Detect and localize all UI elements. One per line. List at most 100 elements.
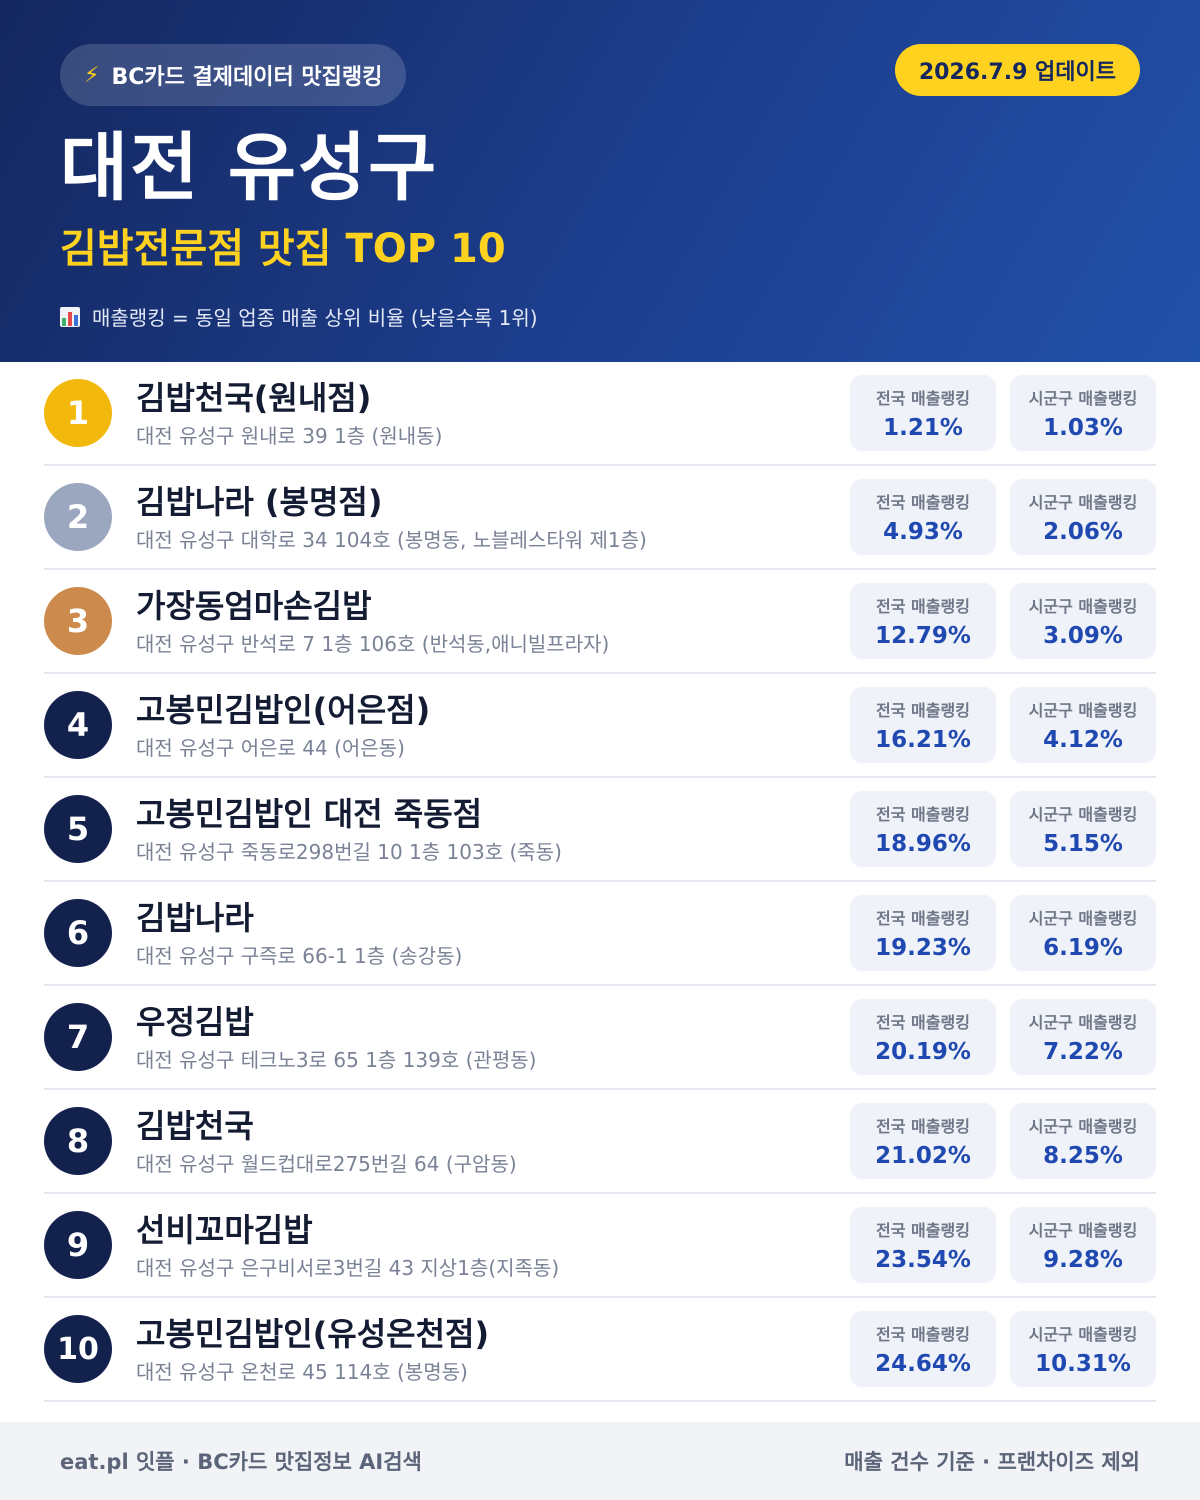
restaurant-name[interactable]: 김밥천국 bbox=[136, 1107, 254, 1145]
restaurant-row[interactable]: 5 고봉민김밥인 대전 죽동점 대전 유성구 죽동로298번길 10 1층 103호… bbox=[44, 778, 1156, 882]
district-ranking-value: 5.15% bbox=[1043, 831, 1123, 857]
district-ranking-label: 시군구 매출랭킹 bbox=[1028, 909, 1138, 928]
restaurant-row[interactable]: 2 김밥나라 (봉명점) 대전 유성구 대학로 34 104호 (봉명동, 노블레스… bbox=[44, 466, 1156, 570]
national-ranking-label: 전국 매출랭킹 bbox=[876, 701, 970, 720]
lightning-icon: ⚡ bbox=[84, 62, 100, 88]
restaurant-row[interactable]: 6 김밥나라 대전 유성구 구즉로 66-1 1층 (송강동) 전국 매출랭킹 19.2… bbox=[44, 882, 1156, 986]
restaurant-row[interactable]: 9 선비꼬마김밥 대전 유성구 은구비서로3번길 43 지상1층(지족동) 전국 매출… bbox=[44, 1194, 1156, 1298]
district-ranking-label: 시군구 매출랭킹 bbox=[1028, 1221, 1138, 1240]
restaurant-row[interactable]: 10 고봉민김밥인(유성온천점) 대전 유성구 온천로 45 114호 (봉명동) 전… bbox=[44, 1298, 1156, 1402]
district-ranking-label: 시군구 매출랭킹 bbox=[1028, 1013, 1138, 1032]
rank-badge: 8 bbox=[44, 1107, 112, 1175]
national-ranking-box: 전국 매출랭킹 19.23% bbox=[850, 895, 996, 971]
restaurant-row[interactable]: 7 우정김밥 대전 유성구 테크노3로 65 1층 139호 (관평동) 전국 매출랭… bbox=[44, 986, 1156, 1090]
district-ranking-box: 시군구 매출랭킹 9.28% bbox=[1010, 1207, 1156, 1283]
national-ranking-box: 전국 매출랭킹 20.19% bbox=[850, 999, 996, 1075]
national-ranking-value: 18.96% bbox=[875, 831, 971, 857]
restaurant-info: 고봉민김밥인(유성온천점) 대전 유성구 온천로 45 114호 (봉명동) bbox=[136, 1313, 836, 1385]
restaurant-name[interactable]: 김밥나라 (봉명점) bbox=[136, 483, 383, 521]
district-ranking-box: 시군구 매출랭킹 1.03% bbox=[1010, 375, 1156, 451]
restaurant-row[interactable]: 1 김밥천국(원내점) 대전 유성구 원내로 39 1층 (원내동) 전국 매출랭킹 1… bbox=[44, 362, 1156, 466]
restaurant-info: 고봉민김밥인(어은점) 대전 유성구 어은로 44 (어은동) bbox=[136, 689, 836, 761]
district-ranking-box: 시군구 매출랭킹 10.31% bbox=[1010, 1311, 1156, 1387]
restaurant-address: 대전 유성구 구즉로 66-1 1층 (송강동) bbox=[136, 944, 463, 968]
district-ranking-box: 시군구 매출랭킹 6.19% bbox=[1010, 895, 1156, 971]
national-ranking-value: 19.23% bbox=[875, 935, 971, 961]
restaurant-row[interactable]: 4 고봉민김밥인(어은점) 대전 유성구 어은로 44 (어은동) 전국 매출랭킹 16… bbox=[44, 674, 1156, 778]
district-ranking-box: 시군구 매출랭킹 4.12% bbox=[1010, 687, 1156, 763]
restaurant-info: 김밥나라 (봉명점) 대전 유성구 대학로 34 104호 (봉명동, 노블레스타… bbox=[136, 481, 836, 553]
footer-criteria: 매출 건수 기준 · 프랜차이즈 제외 bbox=[844, 1450, 1140, 1474]
district-ranking-box: 시군구 매출랭킹 7.22% bbox=[1010, 999, 1156, 1075]
district-ranking-box: 시군구 매출랭킹 3.09% bbox=[1010, 583, 1156, 659]
national-ranking-value: 1.21% bbox=[883, 415, 963, 441]
footer: eat.pl 잇플 · BC카드 맛집정보 AI검색 매출 건수 기준 · 프랜… bbox=[0, 1422, 1200, 1500]
district-ranking-value: 8.25% bbox=[1043, 1143, 1123, 1169]
restaurant-name[interactable]: 김밥천국(원내점) bbox=[136, 379, 372, 417]
restaurant-address: 대전 유성구 어은로 44 (어은동) bbox=[136, 736, 405, 760]
district-ranking-value: 7.22% bbox=[1043, 1039, 1123, 1065]
national-ranking-label: 전국 매출랭킹 bbox=[876, 389, 970, 408]
rank-badge: 9 bbox=[44, 1211, 112, 1279]
category-subtitle: 김밥전문점 맛집 TOP 10 bbox=[60, 226, 506, 272]
national-ranking-label: 전국 매출랭킹 bbox=[876, 1117, 970, 1136]
national-ranking-box: 전국 매출랭킹 21.02% bbox=[850, 1103, 996, 1179]
restaurant-address: 대전 유성구 반석로 7 1층 106호 (반석동,애니빌프라자) bbox=[136, 632, 610, 656]
national-ranking-label: 전국 매출랭킹 bbox=[876, 597, 970, 616]
restaurant-info: 김밥천국(원내점) 대전 유성구 원내로 39 1층 (원내동) bbox=[136, 377, 836, 449]
restaurant-name[interactable]: 고봉민김밥인(유성온천점) bbox=[136, 1315, 490, 1353]
district-ranking-label: 시군구 매출랭킹 bbox=[1028, 1325, 1138, 1344]
national-ranking-box: 전국 매출랭킹 16.21% bbox=[850, 687, 996, 763]
rank-badge: 3 bbox=[44, 587, 112, 655]
district-ranking-label: 시군구 매출랭킹 bbox=[1028, 389, 1138, 408]
restaurant-list: 1 김밥천국(원내점) 대전 유성구 원내로 39 1층 (원내동) 전국 매출랭킹 1… bbox=[0, 362, 1200, 1402]
national-ranking-label: 전국 매출랭킹 bbox=[876, 805, 970, 824]
restaurant-name[interactable]: 김밥나라 bbox=[136, 899, 254, 937]
restaurant-address: 대전 유성구 대학로 34 104호 (봉명동, 노블레스타워 제1층) bbox=[136, 528, 647, 552]
national-ranking-label: 전국 매출랭킹 bbox=[876, 1013, 970, 1032]
national-ranking-box: 전국 매출랭킹 12.79% bbox=[850, 583, 996, 659]
district-ranking-value: 6.19% bbox=[1043, 935, 1123, 961]
district-ranking-value: 4.12% bbox=[1043, 727, 1123, 753]
national-ranking-label: 전국 매출랭킹 bbox=[876, 1221, 970, 1240]
update-date-badge: 2026.7.9 업데이트 bbox=[894, 44, 1140, 96]
district-ranking-box: 시군구 매출랭킹 5.15% bbox=[1010, 791, 1156, 867]
national-ranking-box: 전국 매출랭킹 24.64% bbox=[850, 1311, 996, 1387]
district-ranking-value: 3.09% bbox=[1043, 623, 1123, 649]
national-ranking-label: 전국 매출랭킹 bbox=[876, 1325, 970, 1344]
restaurant-name[interactable]: 고봉민김밥인(어은점) bbox=[136, 691, 431, 729]
rank-badge: 1 bbox=[44, 379, 112, 447]
national-ranking-value: 21.02% bbox=[875, 1143, 971, 1169]
source-badge-label: BC카드 결제데이터 맛집랭킹 bbox=[111, 65, 383, 90]
national-ranking-value: 23.54% bbox=[875, 1247, 971, 1273]
district-ranking-label: 시군구 매출랭킹 bbox=[1028, 493, 1138, 512]
footer-source: eat.pl 잇플 · BC카드 맛집정보 AI검색 bbox=[60, 1450, 422, 1474]
restaurant-name[interactable]: 선비꼬마김밥 bbox=[136, 1211, 313, 1249]
national-ranking-value: 16.21% bbox=[875, 727, 971, 753]
national-ranking-box: 전국 매출랭킹 4.93% bbox=[850, 479, 996, 555]
restaurant-name[interactable]: 가장동엄마손김밥 bbox=[136, 587, 372, 625]
district-ranking-box: 시군구 매출랭킹 8.25% bbox=[1010, 1103, 1156, 1179]
district-ranking-value: 2.06% bbox=[1043, 519, 1123, 545]
restaurant-address: 대전 유성구 월드컵대로275번길 64 (구암동) bbox=[136, 1152, 517, 1176]
national-ranking-value: 20.19% bbox=[875, 1039, 971, 1065]
national-ranking-value: 12.79% bbox=[875, 623, 971, 649]
district-ranking-label: 시군구 매출랭킹 bbox=[1028, 805, 1138, 824]
restaurant-address: 대전 유성구 테크노3로 65 1층 139호 (관평동) bbox=[136, 1048, 537, 1072]
restaurant-address: 대전 유성구 원내로 39 1층 (원내동) bbox=[136, 424, 443, 448]
rank-badge: 6 bbox=[44, 899, 112, 967]
restaurant-name[interactable]: 고봉민김밥인 대전 죽동점 bbox=[136, 795, 483, 833]
restaurant-address: 대전 유성구 죽동로298번길 10 1층 103호 (죽동) bbox=[136, 840, 562, 864]
national-ranking-value: 24.64% bbox=[875, 1351, 971, 1377]
restaurant-address: 대전 유성구 은구비서로3번길 43 지상1층(지족동) bbox=[136, 1256, 560, 1280]
ranking-note: 매출랭킹 = 동일 업종 매출 상위 비율 (낮을수록 1위) bbox=[60, 302, 1140, 331]
national-ranking-label: 전국 매출랭킹 bbox=[876, 493, 970, 512]
restaurant-name[interactable]: 우정김밥 bbox=[136, 1003, 254, 1041]
national-ranking-box: 전국 매출랭킹 23.54% bbox=[850, 1207, 996, 1283]
